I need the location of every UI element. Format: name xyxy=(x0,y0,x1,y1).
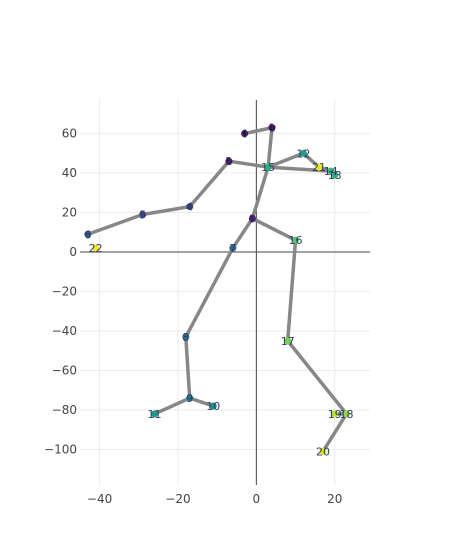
segment-0-1 xyxy=(242,125,274,136)
keypoint-21 xyxy=(315,163,323,171)
keypoint-14 xyxy=(327,167,335,175)
keypoint-22 xyxy=(92,244,100,252)
keypoint-label-1: 1 xyxy=(269,122,276,135)
keypoint-label-19: 19 xyxy=(328,408,342,421)
segment-16-17 xyxy=(285,238,298,343)
keypoint-2 xyxy=(225,157,233,165)
keypoint-label-16: 16 xyxy=(289,234,303,247)
keypoint-3 xyxy=(248,214,256,222)
keypoint-label-3: 3 xyxy=(249,212,256,225)
segment-3-7 xyxy=(231,216,255,250)
y-tick-label: 60 xyxy=(62,127,77,141)
segment-15-3 xyxy=(250,165,270,221)
keypoint-label-17: 17 xyxy=(281,335,295,348)
segment-7-8 xyxy=(184,246,235,339)
keypoint-16 xyxy=(292,236,300,244)
keypoint-label-20: 20 xyxy=(316,445,330,458)
keypoint-label-0: 0 xyxy=(241,128,248,141)
keypoint-label-2: 2 xyxy=(225,155,232,168)
keypoint-17 xyxy=(284,337,292,345)
y-tick-label: −20 xyxy=(52,285,77,299)
keypoint-label-5: 5 xyxy=(139,209,146,222)
segment-3-16 xyxy=(250,216,298,242)
x-tick-label: −40 xyxy=(87,492,112,506)
x-tick-label: 0 xyxy=(253,492,261,506)
keypoint-9 xyxy=(186,394,194,402)
segment-15-14 xyxy=(266,165,333,173)
keypoint-label-11: 11 xyxy=(147,408,161,421)
y-tick-label: 40 xyxy=(62,166,77,180)
segment-5-6 xyxy=(86,212,145,237)
keypoint-19 xyxy=(331,410,339,418)
keypoint-label-21: 21 xyxy=(312,161,326,174)
segment-9-10 xyxy=(187,396,215,408)
segment-15-12 xyxy=(266,151,306,169)
keypoint-label-10: 10 xyxy=(206,400,220,413)
keypoint-10 xyxy=(209,402,217,410)
keypoint-label-18: 18 xyxy=(339,408,353,421)
keypoint-label-22: 22 xyxy=(89,242,103,255)
keypoint-4 xyxy=(186,203,194,211)
skeleton-segments xyxy=(86,125,349,454)
keypoint-label-4: 4 xyxy=(186,201,193,214)
segment-1-15 xyxy=(266,125,274,169)
segment-18-20 xyxy=(321,412,349,454)
keypoint-label-8: 8 xyxy=(182,331,189,344)
keypoint-15 xyxy=(264,163,272,171)
keypoints xyxy=(84,124,350,455)
y-tick-label: 20 xyxy=(62,206,77,220)
grid-lines xyxy=(80,100,370,485)
keypoint-5 xyxy=(139,211,147,219)
keypoint-label-9: 9 xyxy=(186,392,193,405)
x-tick-label: 20 xyxy=(327,492,342,506)
segment-2-4 xyxy=(187,159,231,209)
keypoint-7 xyxy=(229,244,237,252)
y-tick-label: −100 xyxy=(44,442,77,456)
keypoint-label-12: 12 xyxy=(296,147,310,160)
segment-8-9 xyxy=(184,335,192,400)
keypoint-0 xyxy=(241,130,249,138)
keypoint-6 xyxy=(84,230,92,238)
segment-9-11 xyxy=(152,396,192,416)
keypoint-label-6: 6 xyxy=(84,228,91,241)
keypoint-label-14: 14 xyxy=(324,165,338,178)
x-tick-label: −20 xyxy=(165,492,190,506)
y-tick-label: −60 xyxy=(52,363,77,377)
keypoint-20 xyxy=(319,447,327,455)
keypoint-18 xyxy=(342,410,350,418)
keypoint-label-7: 7 xyxy=(229,242,236,255)
keypoint-8 xyxy=(182,333,190,341)
y-tick-label: 0 xyxy=(69,245,77,259)
keypoint-12 xyxy=(299,149,307,157)
y-tick-label: −80 xyxy=(52,403,77,417)
keypoint-1 xyxy=(268,124,276,132)
segment-17-18 xyxy=(285,339,349,416)
keypoint-11 xyxy=(150,410,158,418)
keypoint-label-15: 15 xyxy=(261,161,275,174)
segment-4-5 xyxy=(140,204,192,217)
y-tick-label: −40 xyxy=(52,324,77,338)
segment-15-2 xyxy=(227,159,270,169)
keypoint-label-13: 13 xyxy=(328,169,342,182)
